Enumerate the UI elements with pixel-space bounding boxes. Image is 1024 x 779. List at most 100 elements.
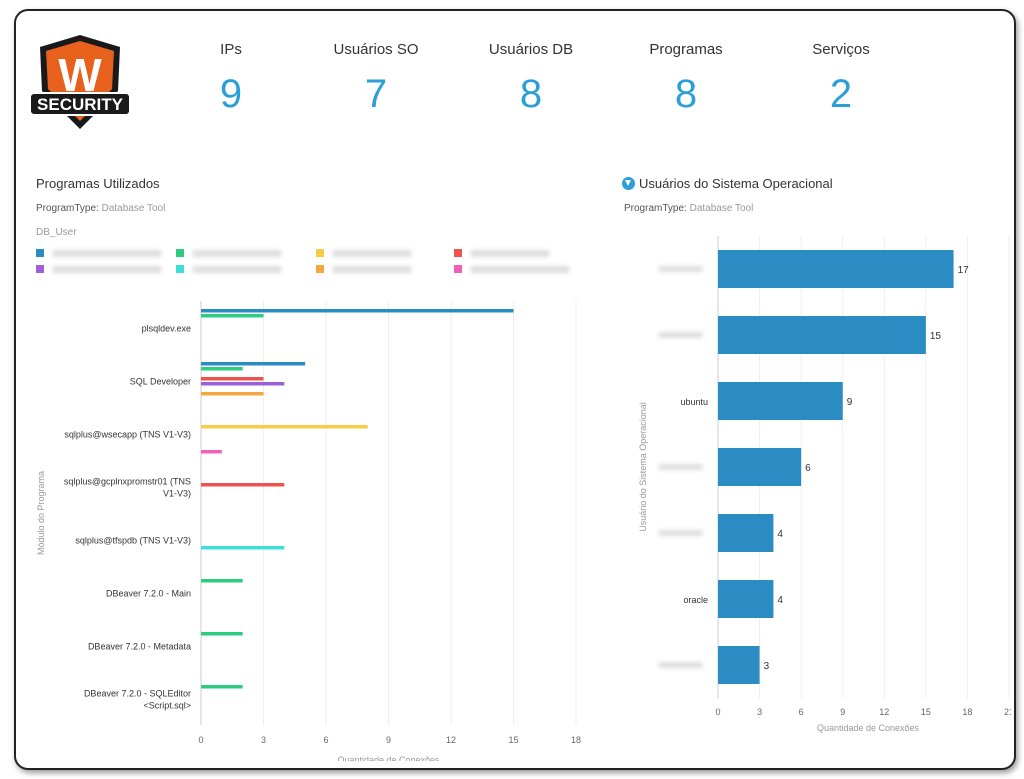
stat-label: Programas: [649, 41, 723, 58]
x-tick-label: 3: [261, 735, 266, 745]
category-label: V1-V3): [163, 489, 191, 499]
data-label: 4: [777, 595, 783, 606]
svg-text:SECURITY: SECURITY: [37, 95, 124, 114]
x-axis-title: Quantidade de Conexões: [337, 755, 440, 761]
category-label: sqlplus@wsecapp (TNS V1-V3): [64, 430, 191, 440]
stat-value: 8: [519, 72, 543, 116]
category-label-redacted: [658, 662, 703, 668]
bar: [201, 450, 222, 454]
legend-item[interactable]: [454, 249, 550, 257]
category-label: DBeaver 7.2.0 - Metadata: [88, 642, 191, 652]
left-chart-title: Programas Utilizados: [36, 176, 160, 191]
x-tick-label: 21: [1004, 707, 1011, 717]
bar: [201, 314, 264, 318]
stat-0: IPs 9: [161, 41, 301, 117]
bar: [718, 646, 760, 684]
legend-label-redacted: [192, 249, 282, 257]
stat-label: Usuários SO: [333, 41, 419, 58]
category-label-redacted: [658, 464, 703, 470]
legend-label-redacted: [470, 249, 550, 257]
category-label-redacted: [658, 530, 703, 536]
bar: [201, 685, 243, 689]
legend-swatch: [454, 265, 462, 273]
category-label: DBeaver 7.2.0 - SQLEditor: [84, 689, 191, 699]
data-label: 3: [764, 661, 770, 672]
legend-swatch: [454, 249, 462, 257]
x-tick-label: 12: [446, 735, 456, 745]
bar: [201, 382, 285, 386]
os-users-chart: 0 3 6 9 12 15 18 21 17 15 9 ubuntu 6 4 4 oracle 3 Quantid…: [638, 236, 1011, 733]
legend-swatch: [316, 265, 324, 273]
legend-item[interactable]: [454, 265, 570, 273]
x-tick-label: 12: [879, 707, 889, 717]
category-label: DBeaver 7.2.0 - Main: [106, 589, 191, 599]
legend-label-redacted: [470, 265, 570, 273]
stat-2: Usuários DB 8: [461, 41, 601, 117]
category-label: plsqldev.exe: [142, 324, 191, 334]
stat-label: Serviços: [812, 41, 870, 58]
x-tick-label: 3: [757, 707, 762, 717]
legend-item[interactable]: [176, 265, 282, 273]
bar: [201, 377, 264, 381]
category-label-redacted: [658, 266, 703, 272]
legend-swatch: [36, 249, 44, 257]
category-label: oracle: [683, 595, 708, 605]
bar: [201, 309, 514, 313]
category-label: sqlplus@tfspdb (TNS V1-V3): [75, 536, 191, 546]
stat-value: 9: [219, 72, 243, 116]
left-filter[interactable]: ProgramType: Database Tool: [36, 203, 166, 214]
bar: [718, 580, 774, 618]
x-tick-label: 18: [962, 707, 972, 717]
data-label: 6: [805, 463, 811, 474]
legend-label-redacted: [192, 265, 282, 273]
x-tick-label: 6: [799, 707, 804, 717]
bar: [201, 367, 243, 371]
x-tick-label: 9: [840, 707, 845, 717]
legend-item[interactable]: [36, 249, 162, 257]
stat-value: 8: [674, 72, 698, 116]
stat-3: Programas 8: [616, 41, 756, 117]
data-label: 17: [958, 265, 970, 276]
legend-title: DB_User: [36, 227, 77, 238]
bar: [718, 250, 954, 288]
bar: [201, 425, 368, 429]
legend-label-redacted: [332, 249, 412, 257]
bar: [201, 362, 306, 366]
legend-item[interactable]: [316, 249, 412, 257]
legend-item[interactable]: [176, 249, 282, 257]
category-label: ubuntu: [680, 397, 708, 407]
bar: [201, 579, 243, 583]
stat-1: Usuários SO 7: [306, 41, 446, 117]
x-axis-title: Quantidade de Conexões: [817, 723, 920, 733]
dashboard: W SECURITY IPs 9 Usuários SO 7 Usuários DB 8 P…: [14, 9, 1016, 770]
legend-item[interactable]: [316, 265, 412, 273]
programs-chart: 0 3 6 9 12 15 18 plsqldev.exe SQL Developer sqlpl…: [36, 301, 581, 761]
bar: [718, 448, 802, 486]
stat-label: IPs: [220, 41, 242, 58]
bar: [201, 546, 285, 550]
x-tick-label: 15: [921, 707, 931, 717]
legend-label-redacted: [332, 265, 412, 273]
right-filter[interactable]: ProgramType: Database Tool: [624, 203, 754, 214]
legend-label-redacted: [52, 265, 162, 273]
data-label: 4: [777, 529, 783, 540]
category-label-redacted: [658, 332, 703, 338]
stat-value: 2: [829, 72, 853, 116]
bar: [201, 632, 243, 636]
x-tick-label: 6: [323, 735, 328, 745]
right-chart-title: Usuários do Sistema Operacional: [622, 176, 833, 191]
y-axis-title: Usuário do Sistema Operacional: [638, 402, 648, 532]
funnel-icon[interactable]: [622, 177, 635, 190]
legend-item[interactable]: [36, 265, 162, 273]
logo: W SECURITY: [29, 35, 131, 129]
data-label: 15: [930, 331, 942, 342]
legend-label-redacted: [52, 249, 162, 257]
legend-swatch: [316, 249, 324, 257]
data-label: 9: [847, 397, 853, 408]
legend-swatch: [176, 265, 184, 273]
x-tick-label: 18: [571, 735, 581, 745]
category-label: <Script.sql>: [143, 701, 191, 711]
legend-swatch: [36, 265, 44, 273]
bar: [718, 514, 774, 552]
stat-value: 7: [364, 72, 388, 116]
